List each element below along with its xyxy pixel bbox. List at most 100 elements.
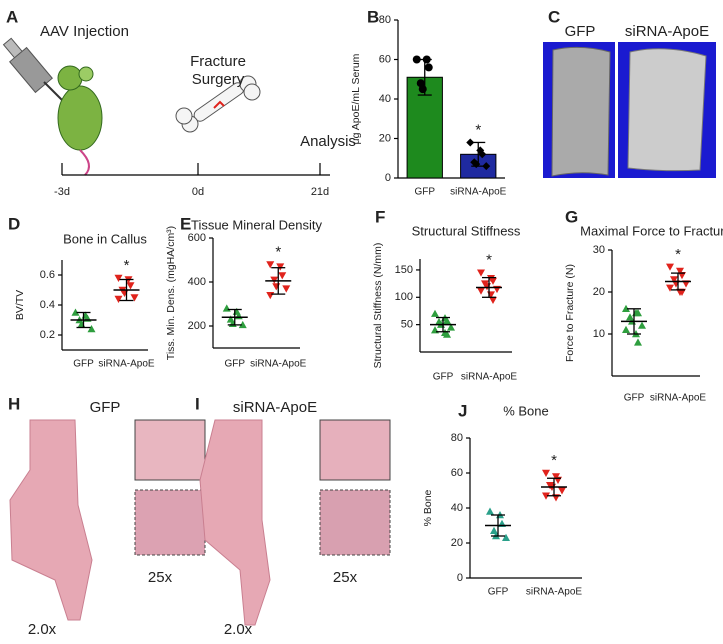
y-tick-label: 0.6 [40,269,55,281]
data-point [542,492,550,500]
data-point [666,284,674,292]
data-point [676,267,684,275]
data-point [272,283,281,291]
magnification: 25x [148,569,173,586]
y-tick-label: 80 [379,14,391,26]
image-title: siRNA-ApoE [233,399,317,416]
y-axis-label: BV/TV [14,290,26,320]
inset-image [134,489,206,556]
significance: * [675,246,681,263]
x-tick-label: siRNA-ApoE [450,187,506,198]
y-axis-label: % Bone [422,489,434,526]
y-tick-label: 50 [401,319,413,331]
data-point [71,308,80,316]
data-point [670,276,678,284]
data-point [278,272,287,280]
y-tick-label: 20 [593,286,605,298]
y-tick-label: 30 [593,244,605,256]
data-point [558,487,566,495]
data-point [638,321,646,329]
chart-title: % Bone [503,403,549,418]
panel-label: G [565,207,578,226]
x-tick-label: GFP [488,587,509,598]
y-tick-label: 0 [457,572,463,584]
data-point [114,274,123,282]
x-tick-label: GFP [433,372,454,383]
chart-title: Maximal Force to Fracture [580,223,723,238]
y-tick-label: 20 [379,132,391,144]
significance: * [551,452,557,469]
inset-image [134,419,206,481]
bone-icon [175,75,261,133]
data-point [447,323,455,331]
magnification: 25x [333,569,358,586]
y-axis-label: Force to Fracture (N) [564,264,576,362]
y-tick-label: 0.2 [40,329,55,341]
significance: * [486,252,492,269]
histology-image [199,419,271,626]
timeline-label: Analysis [300,133,356,150]
data-point [222,304,231,312]
data-point [477,287,485,295]
bone-render [627,48,707,172]
x-tick-label: siRNA-ApoE [461,372,517,383]
y-axis-label: Tiss. Min. Dens. (mgHA/cm³) [165,226,177,360]
panel-label: A [6,7,18,26]
panel-label: C [548,7,560,26]
x-tick-label: GFP [624,393,645,404]
data-point [412,55,421,64]
data-point [489,296,497,305]
x-tick-label: siRNA-ApoE [98,359,154,370]
panel-label: B [367,7,379,26]
panel-label: D [8,214,20,233]
y-tick-label: 60 [451,467,463,479]
y-tick-label: 20 [451,537,463,549]
y-tick-label: 200 [188,320,206,332]
x-tick-label: GFP [73,359,94,370]
chart-title: Structural Stiffness [412,223,521,238]
timeline-tick-label: 0d [192,186,204,198]
chart-title: Tissue Mineral Density [191,217,323,232]
data-point [282,285,291,293]
data-point [87,325,96,333]
timeline-label: Surgery [192,71,245,88]
significance: * [475,121,481,138]
timeline-label: Fracture [190,53,246,70]
y-axis-label: μg ApoE/mL Serum [350,53,362,144]
panel-label: E [180,214,191,233]
data-point [276,263,285,271]
histology-image [9,419,93,621]
significance: * [124,257,130,274]
y-tick-label: 60 [379,53,391,65]
y-tick-label: 600 [188,232,206,244]
magnification: 2.0x [28,621,57,638]
data-point [130,294,139,302]
data-point [502,533,510,541]
y-tick-label: 40 [379,93,391,105]
data-point [266,292,275,300]
data-point [634,309,642,317]
data-point [478,150,487,159]
data-point [490,526,498,534]
panel-label: F [375,207,385,226]
y-tick-label: 10 [593,328,605,340]
y-axis-label: Structural Stiffness (N/mm) [372,243,384,369]
timeline-label: AAV Injection [40,23,129,40]
y-tick-label: 0.4 [40,299,55,311]
data-point [622,325,630,333]
timeline-tick-label: -3d [54,186,70,198]
data-point [431,309,439,317]
data-point [443,330,451,338]
syringe [2,37,63,101]
image-label: siRNA-ApoE [625,23,709,40]
image-label: GFP [565,23,596,40]
data-point [486,507,494,515]
data-point [238,320,247,329]
bone-render [551,46,611,177]
significance: * [275,243,281,260]
data-point [542,469,550,477]
inset-image [319,489,391,556]
data-point [424,63,433,72]
data-point [266,261,275,269]
